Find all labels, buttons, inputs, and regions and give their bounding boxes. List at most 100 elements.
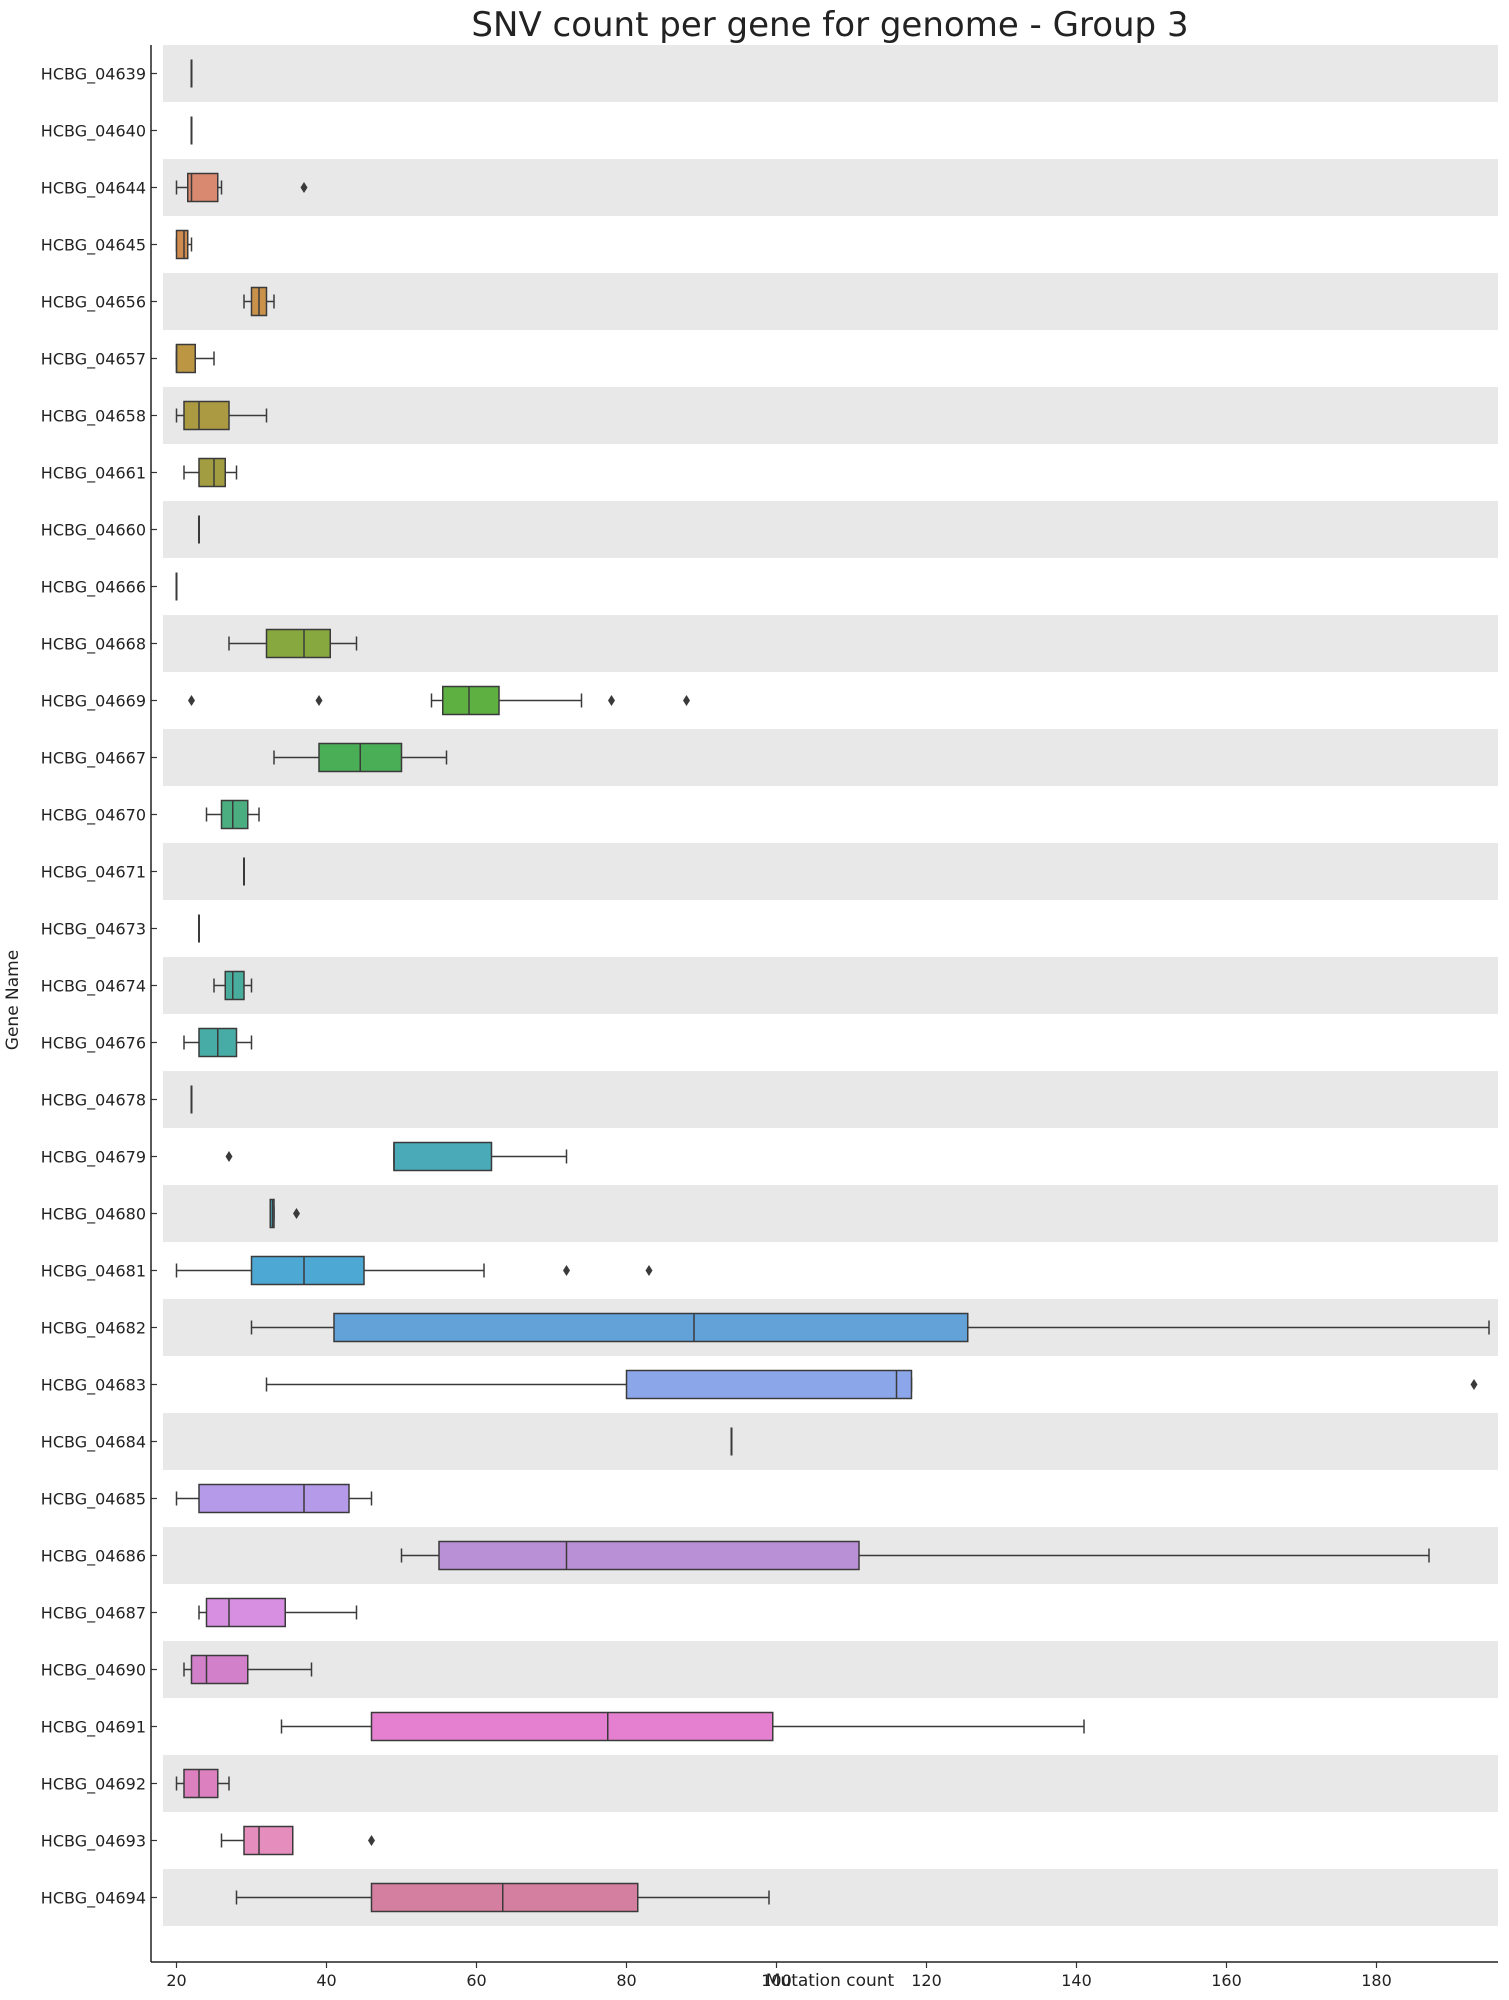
box xyxy=(175,343,196,374)
gene-box xyxy=(243,286,275,317)
box xyxy=(370,1711,774,1742)
y-tick-label: HCBG_04683 xyxy=(41,1376,146,1396)
gene-box xyxy=(400,1540,1430,1571)
gene-box xyxy=(250,1312,1490,1343)
row-band xyxy=(163,1755,1498,1812)
y-tick-label: HCBG_04661 xyxy=(41,464,146,484)
y-tick-label: HCBG_04669 xyxy=(41,692,146,712)
y-tick-label: HCBG_04694 xyxy=(41,1889,146,1909)
box xyxy=(265,628,331,659)
y-tick-label: HCBG_04676 xyxy=(41,1034,146,1054)
x-tick-label: 60 xyxy=(466,1971,486,1990)
y-tick-label: HCBG_04684 xyxy=(41,1433,146,1453)
outlier-point xyxy=(683,695,690,706)
box xyxy=(187,172,219,203)
x-tick-label: 100 xyxy=(761,1971,792,1990)
y-tick-label: HCBG_04657 xyxy=(41,350,146,370)
y-tick-label: HCBG_04678 xyxy=(41,1091,146,1111)
x-tick-label: 160 xyxy=(1211,1971,1242,1990)
gene-box xyxy=(265,1369,1478,1400)
y-tick-label: HCBG_04658 xyxy=(41,407,146,427)
gene-box xyxy=(183,1654,313,1685)
row-band xyxy=(163,159,1498,216)
y-tick-label: HCBG_04660 xyxy=(41,521,146,541)
y-tick-label: HCBG_04674 xyxy=(41,977,146,997)
y-tick-label: HCBG_04673 xyxy=(41,920,146,940)
box xyxy=(438,1540,860,1571)
y-tick-label: HCBG_04685 xyxy=(41,1490,146,1510)
gene-box xyxy=(175,343,215,374)
gene-box xyxy=(235,1882,770,1913)
y-tick-label: HCBG_04687 xyxy=(41,1604,146,1624)
row-bands xyxy=(163,45,1498,1926)
y-tick-label: HCBG_04668 xyxy=(41,635,146,655)
y-axis: HCBG_04639 HCBG_04640 HCBG_04644 HCBG_04645… xyxy=(41,45,157,1962)
y-tick-label: HCBG_04693 xyxy=(41,1832,146,1852)
box xyxy=(333,1312,969,1343)
x-tick-label: 180 xyxy=(1361,1971,1392,1990)
gene-box xyxy=(175,400,268,431)
row-band xyxy=(163,1413,1498,1470)
outlier-point xyxy=(188,695,195,706)
row-band xyxy=(163,1641,1498,1698)
gene-box xyxy=(280,1711,1085,1742)
box xyxy=(183,400,230,431)
row-band xyxy=(163,387,1498,444)
gene-box xyxy=(269,1198,300,1229)
outlier-point xyxy=(293,1208,300,1219)
gene-box xyxy=(183,1027,253,1058)
y-tick-label: HCBG_04667 xyxy=(41,749,146,769)
x-tick-label: 120 xyxy=(911,1971,942,1990)
box xyxy=(224,970,245,1001)
outlier-point xyxy=(315,695,323,706)
row-band xyxy=(163,273,1498,330)
y-tick-label: HCBG_04692 xyxy=(41,1775,146,1795)
outlier-point xyxy=(563,1265,570,1276)
outlier-point xyxy=(368,1835,375,1846)
outlier-point xyxy=(645,1265,653,1276)
gene-box xyxy=(175,229,193,260)
y-tick-label: HCBG_04686 xyxy=(41,1547,146,1567)
chart-title: SNV count per gene for genome - Group 3 xyxy=(471,5,1188,45)
gene-box xyxy=(198,1597,358,1628)
box xyxy=(250,1255,365,1286)
y-tick-label: HCBG_04644 xyxy=(41,179,146,199)
outlier-point xyxy=(225,1151,233,1162)
gene-box xyxy=(175,1768,230,1799)
y-tick-label: HCBG_04691 xyxy=(41,1718,146,1738)
y-tick-label: HCBG_04639 xyxy=(41,65,146,85)
box xyxy=(205,1597,286,1628)
row-band xyxy=(163,615,1498,672)
box xyxy=(190,1654,249,1685)
box xyxy=(625,1369,913,1400)
y-tick-label: HCBG_04645 xyxy=(41,236,146,256)
gene-box xyxy=(175,172,308,203)
y-axis-label: Gene Name xyxy=(3,950,23,1050)
x-axis-label: Mutation count xyxy=(766,1971,895,1991)
gene-box xyxy=(225,1141,568,1172)
box xyxy=(175,229,189,260)
x-tick-label: 40 xyxy=(316,1971,336,1990)
x-axis: 20 40 60 80 100 120 140 160 180 xyxy=(151,1961,1498,1990)
gene-box xyxy=(220,1825,375,1856)
y-tick-label: HCBG_04690 xyxy=(41,1661,146,1681)
y-tick-label: HCBG_04671 xyxy=(41,863,146,883)
y-tick-label: HCBG_04682 xyxy=(41,1319,146,1339)
gene-box xyxy=(228,628,358,659)
gene-box xyxy=(273,742,448,773)
row-band xyxy=(163,957,1498,1014)
box xyxy=(393,1141,493,1172)
row-band xyxy=(163,1071,1498,1128)
gene-box xyxy=(175,1255,653,1286)
gene-box xyxy=(183,457,238,488)
y-tick-label: HCBG_04656 xyxy=(41,293,146,313)
gene-box xyxy=(205,799,260,830)
row-band xyxy=(163,1185,1498,1242)
y-tick-label: HCBG_04681 xyxy=(41,1262,146,1282)
row-band xyxy=(163,45,1498,102)
box-series xyxy=(175,59,1490,1913)
outlier-point xyxy=(608,695,615,706)
outlier-point xyxy=(300,182,308,193)
